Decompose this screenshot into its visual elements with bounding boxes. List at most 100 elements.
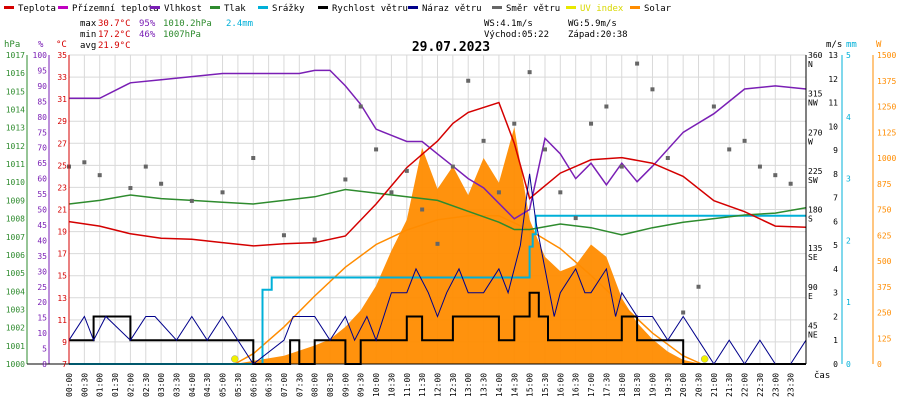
tick-label-pct: 15 xyxy=(37,314,47,323)
series-smer-point xyxy=(757,164,762,169)
tick-label-pct: 5 xyxy=(42,345,47,354)
tick-label-time: 02:30 xyxy=(142,373,151,397)
tick-label-temp: 33 xyxy=(57,73,67,82)
tick-label-w: 1000 xyxy=(877,154,896,163)
tick-label-pct: 40 xyxy=(37,236,47,245)
legend-swatch-srazky xyxy=(258,6,268,9)
series-teplota xyxy=(68,101,807,247)
legend-swatch-solar xyxy=(630,6,640,9)
series-smer-point xyxy=(281,233,286,238)
unit-pct: % xyxy=(38,40,44,50)
tick-label-time: 01:30 xyxy=(111,373,120,397)
tick-label-mm: 2 xyxy=(846,236,851,245)
tick-label-w: 0 xyxy=(877,360,882,369)
series-smer-point xyxy=(374,147,379,152)
tick-label-temp: 21 xyxy=(57,206,67,215)
tick-label-pct: 30 xyxy=(37,267,47,276)
tick-label-time: 21:00 xyxy=(710,373,719,397)
series-smer-point xyxy=(650,87,655,92)
series-smer-point xyxy=(312,237,317,242)
tick-label-hpa: 1008 xyxy=(6,215,25,224)
tick-label-time: 09:00 xyxy=(341,373,350,397)
tick-label-time: 12:30 xyxy=(449,373,458,397)
series-smer-point xyxy=(512,121,517,126)
tick-label-time: 08:00 xyxy=(311,373,320,397)
stats-max-temp: 30.7°C xyxy=(98,19,131,29)
tick-label-hpa: 1003 xyxy=(6,305,25,314)
tick-label-time: 07:30 xyxy=(295,373,304,397)
stats-rain: 2.4mm xyxy=(226,19,253,29)
tick-label-ms: 8 xyxy=(833,170,838,179)
series-smer-point xyxy=(435,241,440,246)
tick-label-w: 750 xyxy=(877,206,892,215)
tick-label-ms: 0 xyxy=(833,360,838,369)
series-smer-point xyxy=(97,173,102,178)
tick-label-time: 05:30 xyxy=(234,373,243,397)
stats-min-press: 1007hPa xyxy=(163,30,201,40)
tick-label-pct: 65 xyxy=(37,159,47,168)
tick-label-hpa: 1001 xyxy=(6,342,25,351)
tick-label-pct: 55 xyxy=(37,190,47,199)
series-smer-point xyxy=(343,177,348,182)
tick-label-hpa: 1015 xyxy=(6,87,25,96)
tick-label-time: 14:00 xyxy=(495,373,504,397)
tick-label-temp: 17 xyxy=(57,250,67,259)
series-smer-point xyxy=(420,207,425,212)
tick-label-time: 17:00 xyxy=(587,373,596,397)
legend-label-tlak: Tlak xyxy=(224,4,246,14)
tick-label-w: 1125 xyxy=(877,128,896,137)
unit-mm: mm xyxy=(846,40,857,50)
tick-label-w: 125 xyxy=(877,334,892,343)
legend-label-rychlost: Rychlost větru xyxy=(332,4,408,14)
tick-label-pct: 45 xyxy=(37,221,47,230)
tick-label-mm: 3 xyxy=(846,175,851,184)
unit-w: W xyxy=(876,40,882,50)
tick-label-time: 16:30 xyxy=(572,373,581,397)
tick-label-time: 00:00 xyxy=(65,373,74,397)
tick-label-w: 500 xyxy=(877,257,892,266)
legend-swatch-rychlost xyxy=(318,6,328,9)
tick-label-dir: 180 xyxy=(808,206,823,215)
legend: Teplota Přízemní teplota Vlhkost Tlak Srážky… xyxy=(4,4,672,14)
tick-label-pct: 60 xyxy=(37,175,47,184)
tick-label-ms: 7 xyxy=(833,194,838,203)
tick-label-hpa: 1009 xyxy=(6,196,25,205)
series-smer-point xyxy=(635,61,640,66)
tick-label-time: 16:00 xyxy=(556,373,565,397)
tick-label-w: 875 xyxy=(877,180,892,189)
series-smer-point xyxy=(711,104,716,109)
tick-label-time: 00:30 xyxy=(80,373,89,397)
stats-max-hum: 95% xyxy=(139,19,156,29)
tick-label-time: 01:00 xyxy=(96,373,105,397)
series-solar-measured xyxy=(234,127,702,364)
tick-label-time: 12:00 xyxy=(434,373,443,397)
series-smer-point xyxy=(773,173,778,178)
legend-swatch-vlhkost xyxy=(150,6,160,9)
tick-label-pct: 25 xyxy=(37,283,47,292)
series-solar xyxy=(234,214,702,365)
tick-label-time: 07:00 xyxy=(280,373,289,397)
series-smer-point xyxy=(681,310,686,315)
tick-label-time: 09:30 xyxy=(357,373,366,397)
series-uv-point xyxy=(700,355,709,363)
tick-label-time: 08:30 xyxy=(326,373,335,397)
tick-label-pct: 50 xyxy=(37,206,47,215)
tick-label-dir: 225 xyxy=(808,167,823,176)
tick-label-dir: 135 xyxy=(808,244,823,253)
tick-label-temp: 31 xyxy=(57,95,67,104)
tick-label-mm: 4 xyxy=(846,113,851,122)
tick-label-ms: 1 xyxy=(833,336,838,345)
tick-label-w: 250 xyxy=(877,309,892,318)
stats-min-label: min xyxy=(80,30,96,40)
tick-label-time: 23:30 xyxy=(787,373,796,397)
series-smer-point xyxy=(481,138,486,143)
tick-label-ms: 2 xyxy=(833,312,838,321)
series-smer-point xyxy=(604,104,609,109)
tick-label-pct: 0 xyxy=(42,360,47,369)
tick-label-w: 1250 xyxy=(877,103,896,112)
tick-label-hpa: 1007 xyxy=(6,233,25,242)
tick-label-hpa: 1014 xyxy=(6,106,25,115)
series-smer-point xyxy=(143,164,148,169)
tick-label-mm: 0 xyxy=(846,360,851,369)
series-smer-point xyxy=(619,164,624,169)
